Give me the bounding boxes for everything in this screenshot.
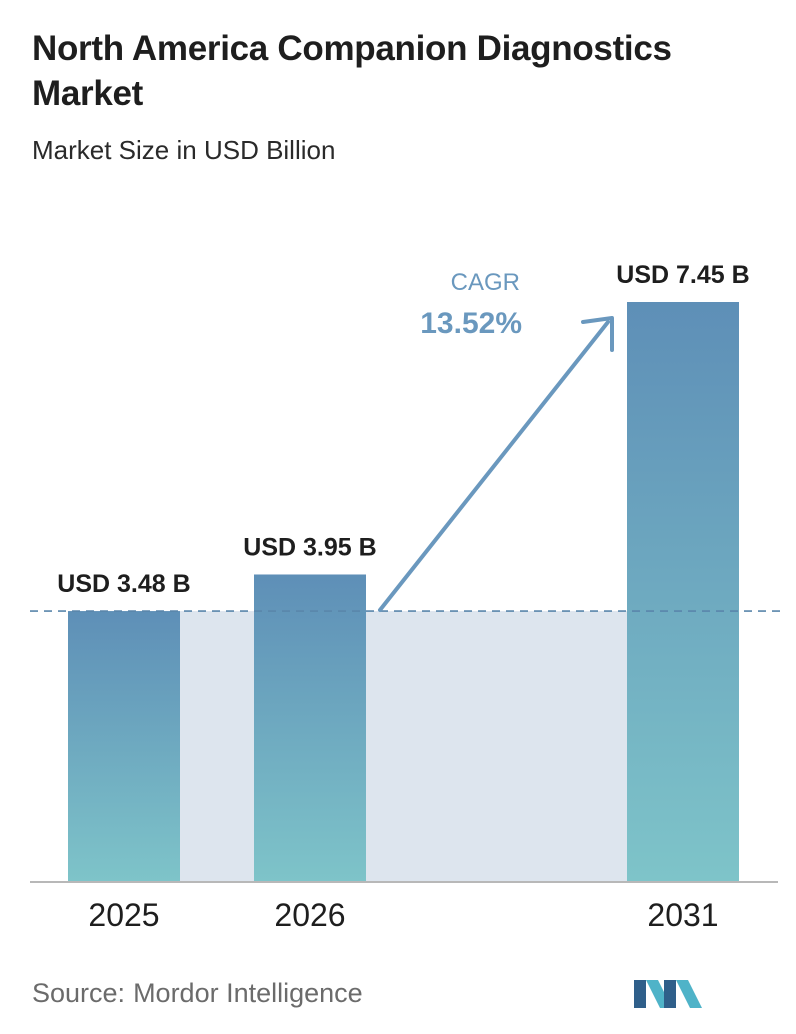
cagr-value: 13.52% <box>420 307 522 340</box>
cagr-arrow-line <box>378 320 610 612</box>
value-label-2031: USD 7.45 B <box>616 261 749 289</box>
mordor-intelligence-logo <box>634 980 702 1008</box>
x-tick-2031: 2031 <box>647 897 718 933</box>
bar-2025 <box>68 611 180 882</box>
bar-2026 <box>254 574 366 882</box>
x-tick-2026: 2026 <box>274 897 345 933</box>
x-tick-2025: 2025 <box>88 897 159 933</box>
chart-title: North America Companion Diagnostics Mark… <box>32 29 672 113</box>
chart-subtitle: Market Size in USD Billion <box>32 135 336 165</box>
source-note: Source: Mordor Intelligence <box>32 978 363 1009</box>
cagr-arrow-head <box>581 316 614 352</box>
source-name: Mordor Intelligence <box>133 978 363 1008</box>
bar-chart: USD 3.48 B 2025 USD 3.95 B 2026 USD 7.45 B 20… <box>30 261 780 933</box>
value-label-2025: USD 3.48 B <box>57 570 190 598</box>
bar-2031 <box>627 302 739 882</box>
source-label: Source: <box>32 978 126 1008</box>
cagr-label: CAGR <box>451 269 520 296</box>
value-label-2026: USD 3.95 B <box>243 533 376 561</box>
